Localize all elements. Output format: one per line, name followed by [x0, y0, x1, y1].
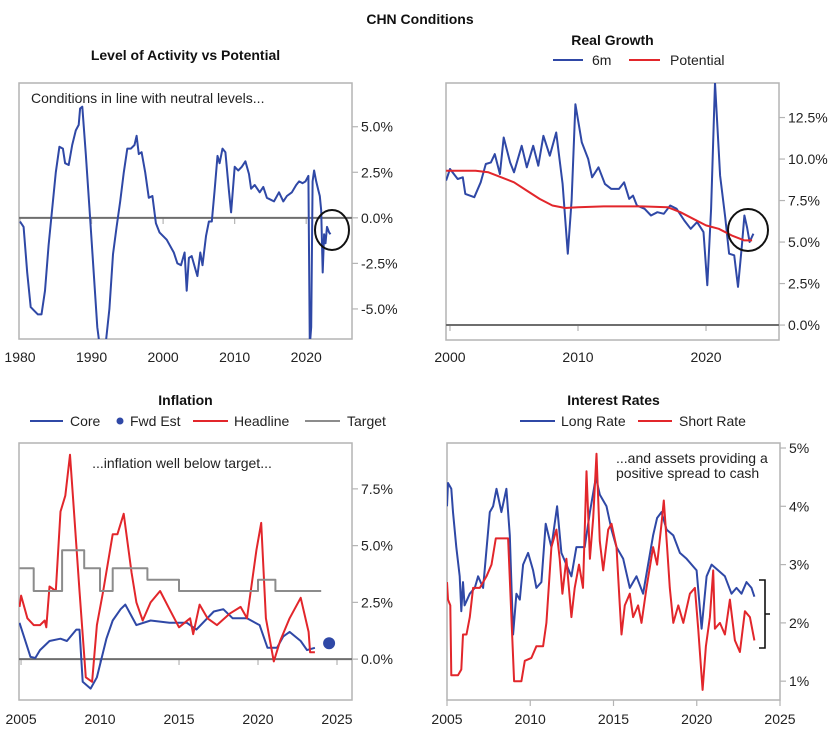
- x-tick-label: 2015: [598, 711, 629, 727]
- x-tick-label: 2025: [764, 711, 795, 727]
- chart-title: Inflation: [158, 392, 212, 408]
- series-line-headline: [19, 453, 315, 683]
- chart-panel-4: Interest Rates 5% 4% 3% 2% 1% 2005 2010 2015 2020…: [431, 392, 809, 727]
- chart-panel-3: Inflation 7.5% 5.0% 2.5% 0.0% 2005 2010 2015 202…: [5, 392, 392, 727]
- x-tick-label: 2010: [84, 711, 115, 727]
- y-tick-label: 5.0%: [788, 234, 820, 250]
- series-line-target: [19, 549, 322, 592]
- y-tick-label: 5.0%: [361, 119, 393, 135]
- series-line-series: [19, 105, 332, 339]
- chart-annotation: ...and assets providing a: [616, 450, 768, 466]
- series-group: [446, 83, 755, 288]
- plot-frame: [446, 442, 781, 701]
- legend-label-core: Core: [70, 413, 101, 429]
- legend-label-potential: Potential: [670, 52, 724, 68]
- chart-annotation: ...inflation well below target...: [92, 455, 272, 471]
- chart-annotation: Conditions in line with neutral levels..…: [31, 90, 264, 106]
- y-tick-label: 2.5%: [361, 594, 393, 610]
- plot-frame: [445, 82, 780, 341]
- plot-frame: [18, 82, 353, 340]
- series-line-core: [19, 603, 316, 690]
- x-tick-label: 1990: [76, 349, 107, 365]
- x-tick-label: 2010: [515, 711, 546, 727]
- chart-title: Level of Activity vs Potential: [91, 47, 280, 63]
- series-group: [19, 453, 336, 690]
- x-tick-label: 2000: [434, 349, 465, 365]
- x-tick-label: 2000: [148, 349, 179, 365]
- legend-label-6m: 6m: [592, 52, 611, 68]
- y-tick-label: 1%: [789, 673, 809, 689]
- series-line-6m: [446, 83, 755, 288]
- data-point-fwd-est: [323, 637, 336, 650]
- y-tick-label: 0.0%: [361, 210, 393, 226]
- series-group: [19, 105, 332, 339]
- y-tick-label: 3%: [789, 557, 809, 573]
- x-tick-label: 2015: [163, 711, 194, 727]
- x-tick-label: 2020: [242, 711, 273, 727]
- spread-bracket: [759, 579, 770, 649]
- x-tick-label: 2005: [431, 711, 462, 727]
- y-tick-label: -5.0%: [361, 301, 398, 317]
- legend-label-fwd-est: Fwd Est: [130, 413, 181, 429]
- x-tick-label: 2010: [562, 349, 593, 365]
- legend-label-long-rate: Long Rate: [561, 413, 626, 429]
- x-tick-label: 2020: [690, 349, 721, 365]
- y-tick-label: 0.0%: [361, 651, 393, 667]
- y-tick-label: 12.5%: [788, 110, 828, 126]
- y-tick-label: 0.0%: [788, 317, 820, 333]
- x-tick-label: 2010: [219, 349, 250, 365]
- y-tick-label: -2.5%: [361, 255, 398, 271]
- x-tick-label: 2025: [321, 711, 352, 727]
- highlight-circle-activity: [314, 209, 350, 251]
- y-tick-label: 7.5%: [361, 481, 393, 497]
- legend-label-headline: Headline: [234, 413, 289, 429]
- series-group: [447, 452, 756, 691]
- x-tick-label: 1980: [4, 349, 35, 365]
- y-tick-label: 2.5%: [788, 276, 820, 292]
- y-tick-label: 4%: [789, 498, 809, 514]
- chart-title: Real Growth: [571, 32, 653, 48]
- y-tick-label: 5%: [789, 440, 809, 456]
- plot-frame: [18, 442, 353, 701]
- chart-title: Interest Rates: [567, 392, 660, 408]
- y-tick-label: 10.0%: [788, 151, 828, 167]
- y-tick-label: 5.0%: [361, 538, 393, 554]
- y-tick-label: 7.5%: [788, 193, 820, 209]
- x-tick-label: 2020: [681, 711, 712, 727]
- legend-label-target: Target: [347, 413, 386, 429]
- x-tick-label: 2020: [291, 349, 322, 365]
- legend-label-short-rate: Short Rate: [679, 413, 746, 429]
- series-line-short-rate: [447, 452, 756, 691]
- chart-panel-2: Real Growth 12.5% 10.0% 7.5% 5.0% 2.5% 0.0% 200…: [434, 32, 827, 365]
- series-line-potential: [446, 169, 753, 242]
- series-line-long-rate: [447, 476, 756, 636]
- figure-title: CHN Conditions: [366, 11, 474, 27]
- y-tick-label: 2.5%: [361, 164, 393, 180]
- chart-panel-1: Level of Activity vs Potential 5.0% 2.5% 0.…: [4, 47, 397, 365]
- highlight-circle-growth: [727, 208, 769, 252]
- y-tick-label: 2%: [789, 615, 809, 631]
- chart-annotation: positive spread to cash: [616, 465, 759, 481]
- legend-swatch-fwd-est: [116, 417, 124, 425]
- x-tick-label: 2005: [5, 711, 36, 727]
